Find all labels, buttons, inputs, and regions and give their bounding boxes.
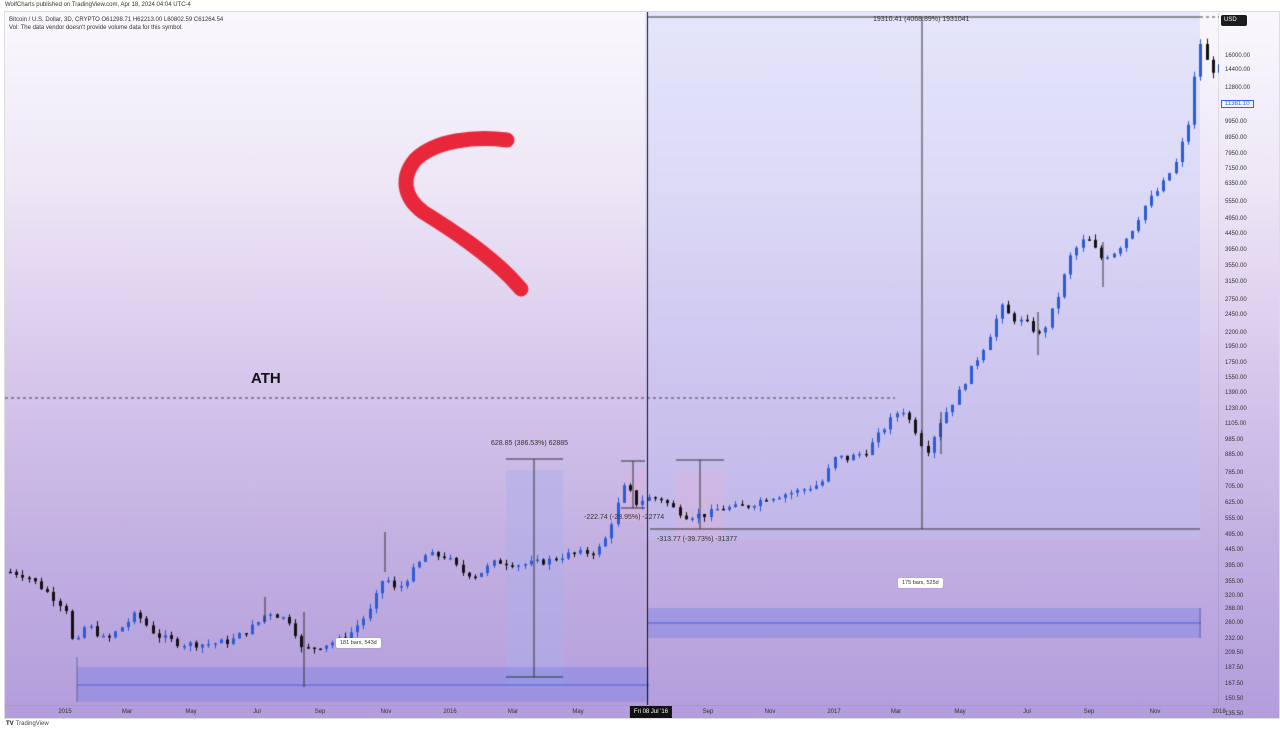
measure-label-2: -222.74 (-28.95%) -22774 — [584, 514, 665, 521]
time-tick: Nov — [1149, 709, 1161, 715]
price-tick: 232.00 — [1225, 636, 1244, 642]
measure-label-3: -313.77 (-39.73%) -31377 — [657, 536, 738, 543]
price-tick: 6350.00 — [1225, 181, 1247, 187]
price-tick: 1390.00 — [1225, 390, 1247, 396]
price-tick: 2450.00 — [1225, 312, 1247, 318]
time-tick: Sep — [314, 709, 326, 715]
price-tick: 1750.00 — [1225, 360, 1247, 366]
price-tick: 135.50 — [1225, 711, 1244, 717]
candlestick-plot[interactable] — [5, 12, 1219, 706]
time-tick: Mar — [890, 709, 902, 715]
price-tick: 260.00 — [1225, 620, 1244, 626]
chart-legend: Bitcoin / U.S. Dollar, 3D, CRYPTO O61298… — [9, 16, 223, 32]
price-tick: 5550.00 — [1225, 199, 1247, 205]
price-tick: 288.00 — [1225, 606, 1244, 612]
price-tick: 2750.00 — [1225, 297, 1247, 303]
time-tick: Mar — [121, 709, 133, 715]
time-tick: May — [954, 709, 966, 715]
price-tick: 2200.00 — [1225, 330, 1247, 336]
price-tick: 14400.00 — [1225, 67, 1251, 73]
price-tick: 7150.00 — [1225, 166, 1247, 172]
time-tick: Nov — [380, 709, 392, 715]
price-tick: 209.50 — [1225, 650, 1244, 656]
time-tick: Jul — [1023, 709, 1031, 715]
price-tick: 16000.00 — [1225, 53, 1251, 59]
price-tick: 555.00 — [1225, 516, 1244, 522]
price-tick: 4950.00 — [1225, 216, 1247, 222]
chart-frame[interactable]: Bitcoin / U.S. Dollar, 3D, CRYPTO O61298… — [4, 11, 1280, 719]
price-tick: 1950.00 — [1225, 344, 1247, 350]
time-axis[interactable]: 2015 Mar May Jul Sep Nov 2016 Mar May Fri 08 Jul … — [5, 705, 1226, 718]
time-tick: May — [185, 709, 197, 715]
price-tick: 1550.00 — [1225, 375, 1247, 381]
time-tick: 2016 — [443, 709, 457, 715]
measure-label-4: 19310.41 (4068.89%) 1931041 — [873, 16, 970, 23]
time-tick: 2018 — [1212, 709, 1226, 715]
price-tick: 3550.00 — [1225, 263, 1247, 269]
price-tick: 355.00 — [1225, 579, 1244, 585]
range-label-1: 181 bars, 543d — [336, 638, 381, 648]
ath-label: ATH — [251, 370, 281, 387]
price-tick: 187.50 — [1225, 665, 1244, 671]
publisher-line: WolfCharts published on TradingView.com,… — [5, 2, 191, 8]
price-tick: 1230.00 — [1225, 406, 1247, 412]
time-tick: Sep — [1083, 709, 1095, 715]
price-tick: 9950.00 — [1225, 119, 1247, 125]
price-tick: 8950.00 — [1225, 135, 1247, 141]
price-tick: 395.00 — [1225, 563, 1244, 569]
price-tick: 625.00 — [1225, 500, 1244, 506]
price-tick: 785.00 — [1225, 470, 1244, 476]
price-tick: 3950.00 — [1225, 247, 1247, 253]
price-tick: 3150.00 — [1225, 279, 1247, 285]
price-tick: 495.00 — [1225, 532, 1244, 538]
price-tick: 1105.00 — [1225, 421, 1247, 427]
price-tick: 4450.00 — [1225, 231, 1247, 237]
measure-label-1: 628.85 (386.53%) 62885 — [491, 440, 569, 447]
time-tick: Mar — [507, 709, 519, 715]
last-price-tag: 11381.10 — [1221, 100, 1254, 108]
price-tick: 885.00 — [1225, 452, 1244, 458]
time-tick: May — [572, 709, 584, 715]
time-tick: Sep — [702, 709, 714, 715]
price-tick: 12800.00 — [1225, 85, 1251, 91]
price-tick: 705.00 — [1225, 484, 1244, 490]
time-tick: Nov — [764, 709, 776, 715]
time-tick: 2015 — [58, 709, 72, 715]
time-tick: Jul — [253, 709, 261, 715]
time-tick: 2017 — [827, 709, 841, 715]
volume-note: Vol: The data vendor doesn't provide vol… — [9, 25, 183, 31]
price-tick: 445.00 — [1225, 547, 1244, 553]
price-tick: 150.50 — [1225, 696, 1244, 702]
range-label-2: 175 bars, 525d — [898, 578, 943, 588]
symbol-ohlc-line: Bitcoin / U.S. Dollar, 3D, CRYPTO O61298… — [9, 17, 224, 23]
tradingview-logo[interactable]: TV TradingView — [6, 721, 49, 727]
crosshair-date-tag: Fri 08 Jul '16 — [629, 706, 673, 718]
price-axis[interactable]: USD 16000.00 14400.00 12800.00 11381.10 9950… — [1218, 12, 1279, 717]
tv-logo-icon: TV — [6, 721, 14, 727]
price-tick: 167.50 — [1225, 681, 1244, 687]
currency-badge[interactable]: USD — [1221, 15, 1247, 26]
price-tick: 7950.00 — [1225, 151, 1247, 157]
price-tick: 985.00 — [1225, 437, 1244, 443]
price-tick: 320.00 — [1225, 593, 1244, 599]
